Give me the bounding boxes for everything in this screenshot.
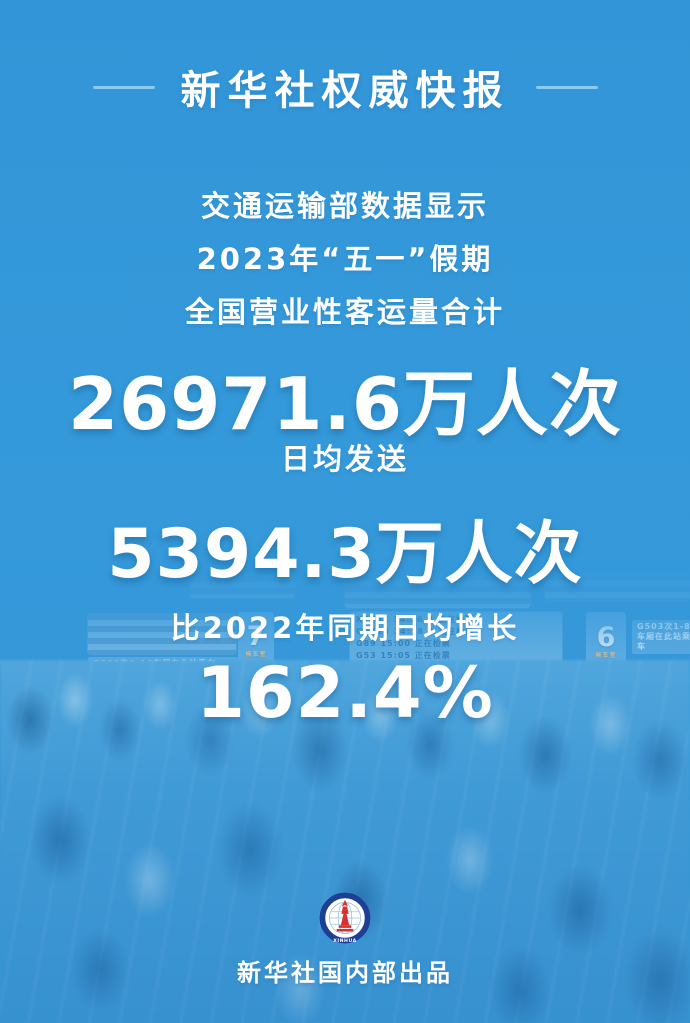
period-line: 2023年“五一”假期 [196,242,494,276]
station-crowd [0,660,690,1023]
producer-credit: 新华社国内部出品 [237,959,453,987]
total-passenger-value: 26971.6万人次 [68,362,622,446]
growth-label: 比2022年同期日均增长 [170,611,520,645]
title-dash-right [535,85,598,89]
metric-line: 全国营业性客运量合计 [184,295,505,329]
logo-wordmark: XINHUA [333,938,356,944]
photo-top-fade [0,560,690,660]
daily-passenger-value: 5394.3万人次 [107,515,583,594]
growth-percent-value: 162.4% [196,652,494,734]
station-photo-backdrop: G503次9-16车厢在此站乘车 7 候车室 K7751 14:26 4 正在检… [0,560,690,1023]
daily-average-label: 日均发送 [280,442,409,476]
source-line: 交通运输部数据显示 [200,189,489,223]
torch-icon [336,899,354,932]
title-dash-left [92,85,155,89]
card-header: 新华社权威快报 [0,58,690,116]
page-title: 新华社权威快报 [180,68,510,114]
xinhua-logo: XINHUA [319,892,371,944]
